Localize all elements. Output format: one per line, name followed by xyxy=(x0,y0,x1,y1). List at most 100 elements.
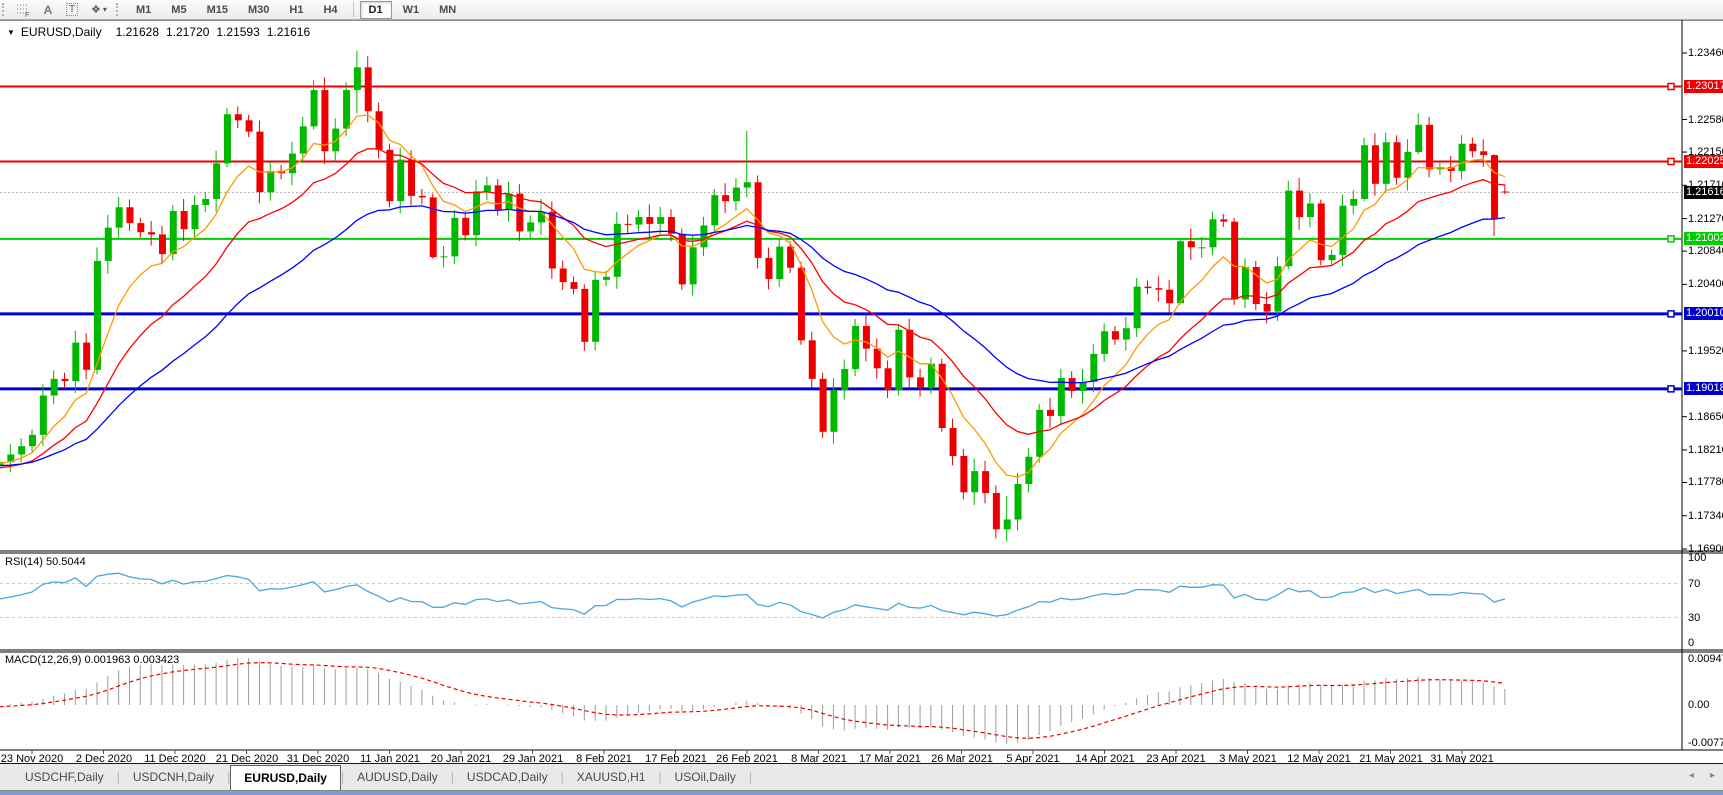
timeframe-button-m30[interactable]: M30 xyxy=(247,3,270,16)
date-label: 21 Dec 2020 xyxy=(215,753,279,765)
timeframe-group: M1 M5 M15 M30 H1 H4 D1 W1 MN xyxy=(126,0,466,19)
ma-mid-line xyxy=(0,148,1505,469)
timeframe-button-m5[interactable]: M5 xyxy=(171,3,187,16)
tab-separator: | xyxy=(658,770,662,784)
toolbar-separator xyxy=(352,2,354,17)
date-label: 31 Dec 2020 xyxy=(286,753,350,765)
chevron-down-icon[interactable]: ▾ xyxy=(102,5,107,14)
price-axis-label: 1.18210 xyxy=(1688,444,1723,456)
date-label: 17 Feb 2021 xyxy=(645,753,707,765)
tab-separator: | xyxy=(748,770,752,784)
price-axis-label: 1.22580 xyxy=(1688,114,1723,126)
label-tool-button[interactable]: T xyxy=(60,1,84,18)
tab-usdchf-daily[interactable]: USDCHF,Daily xyxy=(25,770,104,784)
date-label: 21 May 2021 xyxy=(1359,753,1423,765)
date-label: 23 Apr 2021 xyxy=(1146,753,1206,765)
tab-usdcad-daily[interactable]: USDCAD,Daily xyxy=(466,770,548,784)
price-level-badge: 1.19018 xyxy=(1684,382,1723,395)
arrows-icon: ❖ xyxy=(91,4,101,16)
timeframe-button-w1[interactable]: W1 xyxy=(402,3,420,16)
price-axis-label: 1.19520 xyxy=(1688,345,1723,357)
date-label: 23 Nov 2020 xyxy=(0,753,64,765)
tab-scroll-left-icon[interactable]: ◂ xyxy=(1688,770,1694,781)
fibonacci-tool-button[interactable]: F xyxy=(12,1,36,18)
symbol-tab-bar: USDCHF,Daily | USDCNH,Daily | EURUSD,Daily | A… xyxy=(0,763,1723,790)
close-value: 1.21616 xyxy=(266,25,311,39)
rsi-axis-label: 0 xyxy=(1688,637,1695,649)
tab-scroll-arrows: ◂ ▸ xyxy=(1689,770,1715,781)
date-label: 26 Feb 2021 xyxy=(716,753,778,765)
price-axis-label: 1.16900 xyxy=(1688,543,1723,555)
price-axis-label: 1.20400 xyxy=(1688,278,1723,290)
tab-usdcnh-daily[interactable]: USDCNH,Daily xyxy=(132,770,215,784)
timeframe-button-d1[interactable]: D1 xyxy=(359,0,392,19)
tab-scroll-right-icon[interactable]: ▸ xyxy=(1709,770,1715,781)
tab-separator: | xyxy=(116,770,120,784)
timeframe-button-m15[interactable]: M15 xyxy=(206,3,228,16)
toolbar: F A T ❖ ▾ M1 M5 M15 M30 H1 H4 D1 W1 MN xyxy=(0,0,1723,20)
tab-usoil-daily[interactable]: USOil,Daily xyxy=(674,770,736,784)
text-tool-button[interactable]: A xyxy=(36,1,60,18)
rsi-label: RSI(14) 50.5044 xyxy=(5,556,86,568)
macd-axis-label: 0.009478 xyxy=(1688,653,1723,665)
symbol-dropdown-icon[interactable]: ▼ xyxy=(7,27,15,37)
current-price-badge: 1.21616 xyxy=(1684,186,1723,199)
rsi-axis-label: 70 xyxy=(1688,578,1701,590)
price-axis-label: 1.21270 xyxy=(1688,213,1723,225)
toolbar-drag-handle[interactable] xyxy=(2,3,8,16)
low-value: 1.21593 xyxy=(216,25,260,39)
tab-separator: | xyxy=(227,770,231,784)
timeframe-button-h1[interactable]: H1 xyxy=(289,3,304,16)
status-strip xyxy=(0,790,1723,795)
date-label: 8 Mar 2021 xyxy=(791,753,847,765)
price-chart-canvas[interactable] xyxy=(0,20,1723,763)
price-axis-label: 1.18650 xyxy=(1688,411,1723,423)
fibonacci-icon: F xyxy=(17,4,29,18)
date-label: 5 Apr 2021 xyxy=(1006,753,1060,765)
text-icon: A xyxy=(43,2,53,17)
date-label: 20 Jan 2021 xyxy=(430,753,492,765)
rsi-axis-label: 30 xyxy=(1688,612,1701,624)
macd-axis-label: -0.00777 xyxy=(1688,737,1723,749)
chart-title: ▼ EURUSD,Daily 1.21628 1.21720 1.21593 1… xyxy=(7,25,317,39)
chart-symbol-label: EURUSD,Daily xyxy=(20,25,102,39)
price-level-badge: 1.21002 xyxy=(1684,232,1723,245)
macd-signal-line xyxy=(0,662,1505,739)
date-label: 3 May 2021 xyxy=(1219,753,1277,765)
macd-label: MACD(12,26,9) 0.001963 0.003423 xyxy=(5,654,180,666)
ma-slow-line xyxy=(0,205,1505,467)
timeframe-button-mn[interactable]: MN xyxy=(439,3,457,16)
date-label: 2 Dec 2020 xyxy=(75,753,133,765)
timeframe-button-m1[interactable]: M1 xyxy=(136,3,152,16)
date-label: 14 Apr 2021 xyxy=(1075,753,1135,765)
toolbar-drag-handle[interactable] xyxy=(116,3,122,16)
tab-audusd-daily[interactable]: AUDUSD,Daily xyxy=(357,770,438,784)
tab-xauusd-h1[interactable]: XAUUSD,H1 xyxy=(576,770,646,784)
open-value: 1.21628 xyxy=(115,25,159,39)
chart-window[interactable]: ▼ EURUSD,Daily 1.21628 1.21720 1.21593 1… xyxy=(0,20,1723,765)
price-level-badge: 1.20010 xyxy=(1684,307,1723,320)
price-axis-label: 1.17780 xyxy=(1688,476,1723,488)
tab-eurusd-daily[interactable]: EURUSD,Daily xyxy=(230,765,341,790)
rsi-line xyxy=(0,572,1506,619)
ma-fast-line xyxy=(0,114,1506,478)
price-axis-label: 1.17340 xyxy=(1688,510,1723,522)
price-level-badge: 1.23017 xyxy=(1684,80,1723,93)
date-label: 31 May 2021 xyxy=(1430,753,1494,765)
price-level-badge: 1.22025 xyxy=(1684,155,1723,168)
drawing-tools-group: F A T ❖ ▾ xyxy=(12,1,114,18)
svg-text:F: F xyxy=(25,12,29,18)
date-label: 26 Mar 2021 xyxy=(931,753,993,765)
date-label: 11 Dec 2020 xyxy=(144,753,206,765)
price-axis-label: 1.20840 xyxy=(1688,245,1723,257)
timeframe-button-h4[interactable]: H4 xyxy=(323,3,338,16)
date-label: 12 May 2021 xyxy=(1287,753,1351,765)
date-label: 29 Jan 2021 xyxy=(502,753,564,765)
tab-separator: | xyxy=(450,770,454,784)
tab-separator: | xyxy=(340,770,345,784)
date-label: 11 Jan 2021 xyxy=(360,753,420,765)
arrows-tool-button[interactable]: ❖ ▾ xyxy=(84,1,114,18)
macd-axis-label: 0.00 xyxy=(1688,699,1710,711)
date-label: 17 Mar 2021 xyxy=(859,753,921,765)
